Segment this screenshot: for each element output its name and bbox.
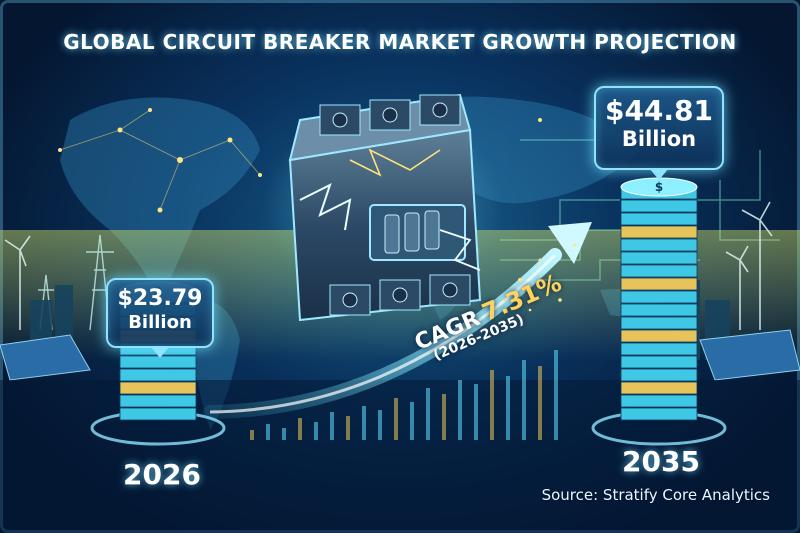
network-lines — [59, 109, 261, 211]
value-label-2026: $23.79 — [117, 286, 203, 311]
coin — [620, 264, 698, 278]
value-callout-2035: $44.81 Billion — [594, 86, 724, 180]
coin — [620, 368, 698, 382]
decorative-bar — [538, 366, 542, 440]
growth-arrow-icon — [203, 222, 592, 419]
decorative-bar — [282, 428, 286, 440]
coin — [620, 355, 698, 369]
decorative-bar — [506, 376, 510, 440]
dollar-sign-icon: $ — [655, 180, 663, 194]
coin — [119, 407, 197, 421]
decorative-bar — [554, 350, 558, 440]
coin-stack-2035: $ — [591, 177, 727, 446]
coin — [119, 381, 197, 395]
wind-turbine-icon — [4, 201, 773, 330]
circuit-breaker-icon — [263, 93, 503, 322]
sparkles — [503, 243, 577, 312]
decorative-bar — [330, 412, 334, 440]
solar-panel-icon — [0, 329, 800, 381]
decorative-bar — [522, 360, 526, 440]
decorative-bar — [346, 416, 350, 440]
coin — [119, 368, 197, 382]
coin — [620, 290, 698, 304]
decorative-bar — [490, 370, 494, 440]
decorative-bar — [474, 384, 478, 440]
coin — [620, 407, 698, 421]
value-label-2035: $44.81 — [604, 94, 714, 127]
value-callout-2026: $23.79 Billion — [106, 278, 214, 358]
coin — [620, 381, 698, 395]
coin — [620, 212, 698, 226]
coin — [119, 394, 197, 408]
source-note: Source: Stratify Core Analytics — [541, 486, 770, 504]
coin — [620, 342, 698, 356]
coin — [620, 251, 698, 265]
coin — [620, 316, 698, 330]
unit-label-2026: Billion — [128, 312, 192, 333]
decorative-bar — [298, 418, 302, 440]
coin — [620, 394, 698, 408]
decorative-bar — [362, 406, 366, 440]
decorative-bar — [250, 430, 254, 440]
unit-label-2035: Billion — [621, 127, 697, 151]
decorative-bar — [394, 398, 398, 440]
decorative-bar — [314, 422, 318, 440]
coin — [620, 277, 698, 291]
coin — [620, 238, 698, 252]
decorative-bar — [266, 424, 270, 440]
category-label-2026: 2026 — [123, 458, 201, 491]
decorative-bar — [426, 388, 430, 440]
decorative-bar — [378, 410, 382, 440]
chart-title: GLOBAL CIRCUIT BREAKER MARKET GROWTH PRO… — [63, 30, 737, 54]
category-label-2035: 2035 — [622, 445, 700, 478]
decorative-bar — [458, 380, 462, 440]
coin — [620, 329, 698, 343]
coin — [620, 199, 698, 213]
decorative-bar — [410, 402, 414, 440]
decorative-bar — [442, 394, 446, 440]
coin — [620, 303, 698, 317]
coin — [620, 225, 698, 239]
mini-bar-graph — [250, 350, 558, 440]
